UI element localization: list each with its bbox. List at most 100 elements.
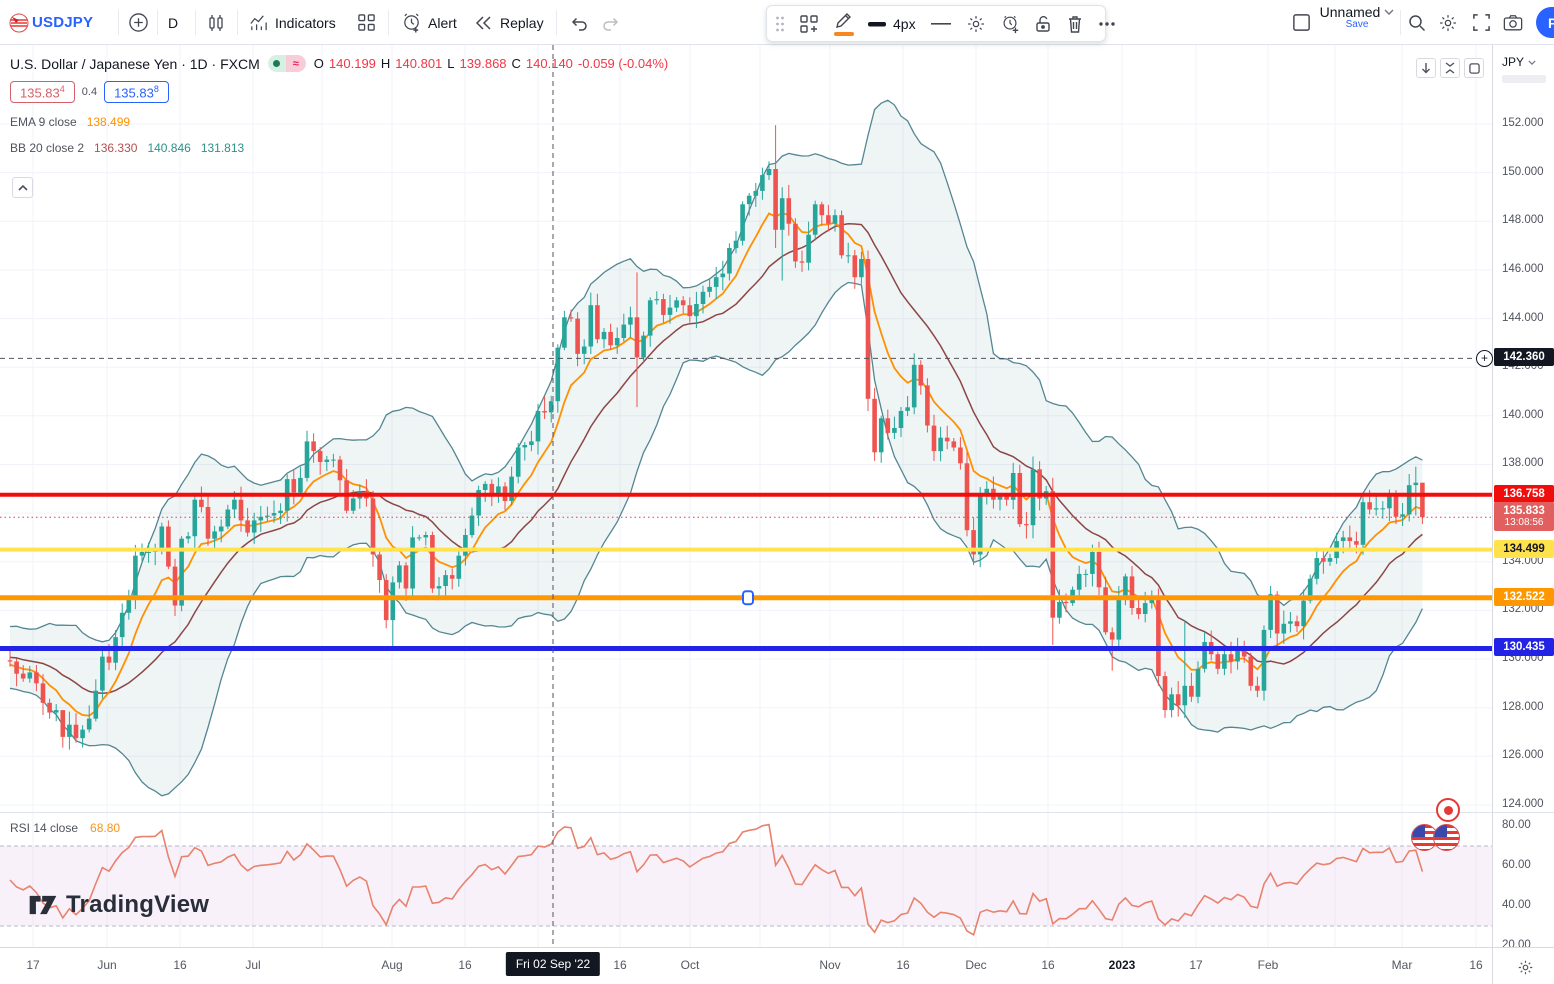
rsi-label: RSI 14 close [10, 821, 79, 835]
camera-icon [1502, 12, 1524, 34]
symbol-title[interactable]: U.S. Dollar / Japanese Yen · 1D · FXCM [10, 55, 260, 72]
sell-button[interactable]: 135.834 [10, 81, 75, 104]
legend-collapse-button[interactable] [12, 177, 33, 198]
redo-icon [600, 12, 622, 34]
chart-style-button[interactable] [205, 0, 227, 45]
price-axis[interactable]: JPY 152.000 150.000 148.000 146.000 144.000 1… [1492, 45, 1554, 812]
drag-handle-icon[interactable] [775, 13, 785, 35]
indicator-templates-button[interactable] [355, 0, 377, 45]
tradingview-watermark: TradingView [28, 891, 209, 919]
add-alert-plus-button[interactable]: + [1476, 350, 1493, 367]
last-price-label: 135.833 13:08:56 [1494, 502, 1554, 532]
indicators-button[interactable]: Indicators [247, 0, 336, 45]
bb-legend-row[interactable]: BB 20 close 2 136.330 140.846 131.813 [10, 141, 668, 155]
line-style-button[interactable] [930, 13, 952, 35]
replay-button[interactable]: Replay [472, 0, 544, 45]
tradingview-logo-icon [29, 895, 57, 915]
time-tick-label: 2023 [1108, 958, 1136, 972]
rsi-axis[interactable]: 80.00 60.00 40.00 20.00 [1492, 812, 1554, 951]
maximize-pane-button[interactable] [1464, 58, 1484, 78]
add-alert-icon[interactable] [1000, 13, 1020, 35]
watermark-text: TradingView [66, 891, 210, 918]
alert-label: Alert [428, 14, 457, 31]
symbol-search-button[interactable]: USDJPY [32, 0, 93, 45]
crosshair-price-label: 142.360 [1494, 348, 1554, 367]
currency-selector[interactable]: JPY [1502, 55, 1536, 69]
price-tick-label: 146.000 [1502, 262, 1544, 275]
replay-icon [472, 12, 494, 34]
time-tick-label: Aug [381, 958, 403, 972]
ohlc-values: O 140.199 H 140.801 L 139.868 C 140.140 -0.0… [313, 56, 669, 71]
price-tick-label: 144.000 [1502, 311, 1544, 324]
symbol-flag-icon [8, 12, 30, 34]
add-symbol-button[interactable] [127, 0, 149, 45]
timeframe-button[interactable]: D [168, 0, 178, 45]
chart-settings-button[interactable] [1437, 0, 1459, 45]
timezone-settings-button[interactable] [1510, 954, 1540, 980]
japan-flag-icon [1436, 798, 1460, 822]
layout-name-button[interactable]: Unnamed Save [1315, 4, 1399, 42]
gear-icon [1518, 960, 1532, 974]
save-button[interactable]: Save [1345, 19, 1369, 30]
rsi-legend-row[interactable]: RSI 14 close 68.80 [10, 821, 120, 835]
undo-button[interactable] [568, 0, 590, 45]
faded-axis-label [1502, 75, 1546, 83]
toolbar-separator [195, 10, 196, 35]
rsi-value: 68.80 [90, 821, 121, 835]
us-flag-icon [1433, 824, 1460, 851]
chart-legend: U.S. Dollar / Japanese Yen · 1D · FXCM ≈… [10, 55, 668, 155]
gear-icon [1437, 12, 1459, 34]
buy-button[interactable]: 135.838 [104, 81, 169, 104]
template-add-icon[interactable] [799, 13, 819, 35]
ema-label: EMA 9 close [10, 115, 77, 130]
time-tick-label: Mar [1391, 958, 1413, 972]
more-options-icon[interactable] [1098, 13, 1116, 35]
price-tick-label: 128.000 [1502, 700, 1544, 713]
candles-icon [205, 12, 227, 34]
toolbar-separator [118, 10, 119, 35]
chevron-down-icon [1528, 59, 1536, 65]
symbol-name: USDJPY [32, 14, 94, 31]
price-chart-pane[interactable]: U.S. Dollar / Japanese Yen · 1D · FXCM ≈… [0, 45, 1492, 851]
fullscreen-button[interactable] [1470, 0, 1492, 45]
time-axis[interactable]: Fri 02 Sep '22 17 Jun 16 Jul Aug 16 16 Oct Nov 16… [0, 947, 1554, 984]
time-tick-label: 16 [173, 958, 187, 972]
ema-legend-row[interactable]: EMA 9 close 138.499 [10, 115, 668, 129]
move-pane-down-button[interactable] [1416, 58, 1436, 78]
indicators-icon [247, 12, 269, 34]
blue-line-price-label: 130.435 [1494, 638, 1554, 657]
market-status-badge[interactable]: ≈ [267, 55, 306, 72]
snapshot-button[interactable] [1502, 0, 1524, 45]
time-tick-label: Nov [819, 958, 841, 972]
toolbar-separator [237, 10, 238, 35]
collapse-pane-button[interactable] [1440, 58, 1460, 78]
quick-search-button[interactable] [1406, 0, 1428, 45]
toolbar-separator [157, 10, 158, 35]
rsi-pane[interactable]: RSI 14 close 68.80 TradingView [0, 812, 1492, 947]
drawing-toolbar: 4px [766, 5, 1115, 42]
time-tick-label: 17 [26, 958, 40, 972]
top-toolbar: USDJPY D Indicators [0, 0, 1554, 45]
price-tick-label: 126.000 [1502, 749, 1544, 762]
rsi-canvas[interactable] [0, 813, 1492, 947]
color-picker-button[interactable] [833, 11, 854, 37]
price-chart-canvas[interactable] [0, 45, 1492, 812]
layout-select-button[interactable] [1290, 0, 1312, 45]
fullscreen-icon [1470, 12, 1492, 34]
rsi-tick-label: 80.00 [1502, 819, 1531, 831]
delete-icon[interactable] [1066, 13, 1084, 35]
settings-icon[interactable] [966, 13, 986, 35]
rsi-tick-label: 40.00 [1502, 899, 1531, 911]
bb-label: BB 20 close 2 [10, 141, 85, 156]
rsi-tick-label: 60.00 [1502, 859, 1531, 871]
unlock-icon[interactable] [1034, 13, 1052, 35]
publish-button[interactable]: Pu [1536, 7, 1554, 38]
chevron-down-icon [1384, 9, 1394, 15]
line-width-button[interactable]: 4px [867, 16, 916, 32]
redo-button[interactable] [600, 0, 622, 45]
red-line-price-label: 136.758 [1494, 484, 1554, 503]
crosshair-date-label: Fri 02 Sep '22 [505, 952, 601, 976]
bb-lower-value: 131.813 [200, 141, 245, 156]
alert-button[interactable]: Alert [400, 0, 457, 45]
